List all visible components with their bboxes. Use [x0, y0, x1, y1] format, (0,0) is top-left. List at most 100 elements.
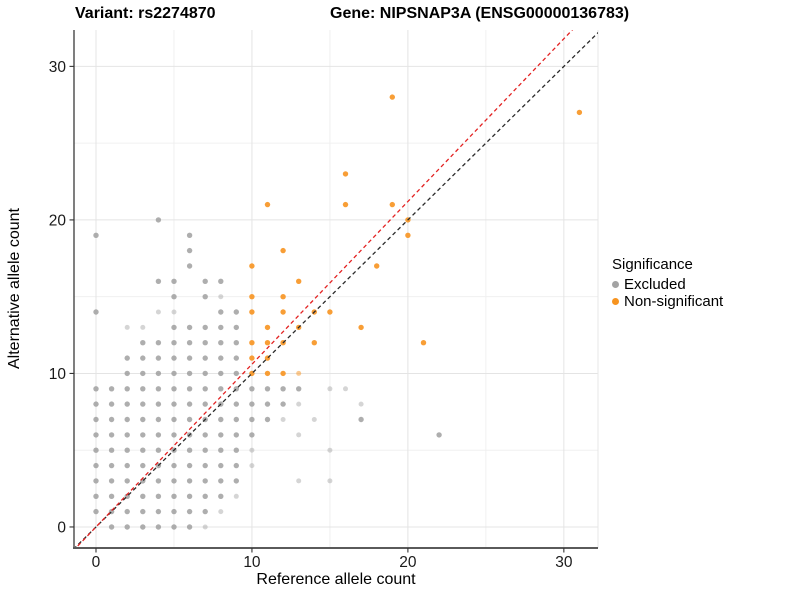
- point-excluded: [202, 294, 208, 300]
- fitted-ratio-line: [74, 30, 574, 548]
- point-excluded: [140, 340, 146, 346]
- point-excluded: [233, 324, 239, 331]
- legend-item-nonsignificant: Non-significant: [612, 293, 723, 310]
- y-tick-label: 10: [49, 366, 67, 383]
- point-excluded: [171, 493, 177, 499]
- x-tick-label: 20: [399, 554, 417, 571]
- point-excluded: [140, 508, 146, 515]
- point-excluded: [233, 478, 239, 484]
- point-excluded: [186, 324, 193, 331]
- legend-item-excluded: Excluded: [612, 276, 723, 293]
- point-excluded: [233, 462, 239, 469]
- point-excluded: [186, 524, 193, 530]
- point-non-significant: [296, 370, 302, 376]
- point-excluded: [218, 340, 224, 346]
- legend-label-nonsignificant: Non-significant: [624, 293, 724, 310]
- nonsignificant-swatch-icon: [612, 298, 619, 305]
- point-non-significant: [342, 171, 349, 177]
- point-excluded: [186, 493, 193, 499]
- point-excluded: [140, 416, 146, 423]
- point-excluded: [186, 508, 193, 515]
- point-non-significant: [311, 340, 317, 346]
- point-excluded: [436, 432, 442, 438]
- point-excluded: [186, 401, 193, 407]
- point-excluded: [93, 493, 99, 499]
- point-excluded: [327, 386, 333, 392]
- point-excluded: [108, 524, 115, 530]
- point-excluded: [124, 447, 130, 453]
- point-excluded: [171, 309, 177, 315]
- point-non-significant: [264, 370, 271, 377]
- point-excluded: [171, 278, 177, 284]
- point-excluded: [202, 462, 208, 469]
- point-excluded: [186, 416, 193, 423]
- point-excluded: [280, 417, 286, 422]
- point-excluded: [218, 478, 224, 484]
- point-excluded: [108, 401, 115, 407]
- point-non-significant: [280, 247, 286, 254]
- x-tick-label: 0: [92, 554, 101, 571]
- point-excluded: [124, 478, 130, 484]
- x-tick-label: 10: [243, 554, 261, 571]
- point-excluded: [233, 432, 239, 438]
- point-excluded: [140, 524, 146, 530]
- point-excluded: [171, 432, 177, 438]
- point-excluded: [93, 478, 99, 484]
- point-excluded: [218, 447, 224, 453]
- point-excluded: [155, 478, 162, 484]
- point-excluded: [124, 324, 130, 330]
- point-excluded: [155, 416, 162, 423]
- legend: Significance Excluded Non-significant: [612, 256, 723, 310]
- point-excluded: [218, 493, 224, 499]
- point-excluded: [280, 386, 286, 392]
- point-excluded: [140, 324, 146, 330]
- point-non-significant: [342, 201, 349, 208]
- legend-label-excluded: Excluded: [624, 276, 686, 293]
- point-non-significant: [280, 370, 286, 377]
- series-non-significant: [249, 94, 583, 377]
- point-excluded: [218, 416, 224, 423]
- point-excluded: [186, 263, 193, 269]
- point-excluded: [296, 401, 302, 407]
- point-excluded: [249, 447, 255, 453]
- point-excluded: [124, 401, 130, 407]
- point-non-significant: [249, 263, 255, 269]
- point-non-significant: [280, 309, 286, 315]
- point-excluded: [233, 355, 239, 361]
- point-excluded: [155, 355, 162, 361]
- y-tick-label: 0: [57, 519, 66, 536]
- axis-ticks: 0 10 20 30 0 10 20 30: [49, 59, 573, 571]
- point-non-significant: [389, 94, 395, 100]
- point-excluded: [171, 508, 177, 515]
- point-excluded: [249, 432, 255, 438]
- point-non-significant: [264, 340, 271, 346]
- point-excluded: [218, 432, 224, 438]
- point-excluded: [108, 447, 115, 453]
- point-excluded: [93, 401, 99, 407]
- point-non-significant: [358, 324, 364, 331]
- point-excluded: [108, 416, 115, 423]
- point-excluded: [93, 416, 99, 423]
- point-excluded: [249, 386, 255, 392]
- point-excluded: [155, 447, 162, 453]
- grid-minor: [74, 30, 598, 548]
- point-excluded: [93, 508, 99, 515]
- point-excluded: [140, 447, 146, 453]
- point-excluded: [202, 355, 208, 361]
- point-excluded: [155, 401, 162, 407]
- point-excluded: [186, 462, 193, 469]
- point-excluded: [171, 294, 177, 300]
- point-excluded: [124, 386, 130, 392]
- point-excluded: [186, 447, 193, 453]
- point-excluded: [155, 524, 162, 530]
- point-excluded: [140, 401, 146, 407]
- point-excluded: [171, 340, 177, 346]
- point-excluded: [93, 309, 99, 315]
- point-excluded: [233, 309, 239, 315]
- point-non-significant: [280, 294, 286, 300]
- point-excluded: [93, 447, 99, 453]
- point-excluded: [296, 386, 302, 392]
- point-excluded: [358, 401, 364, 407]
- point-excluded: [343, 386, 348, 392]
